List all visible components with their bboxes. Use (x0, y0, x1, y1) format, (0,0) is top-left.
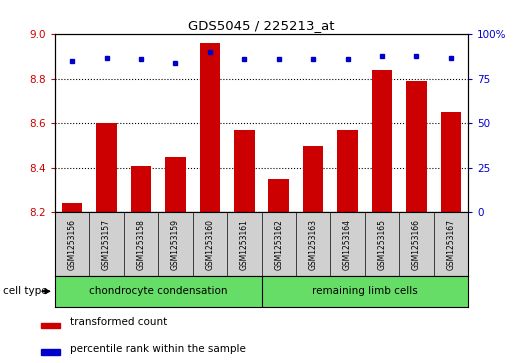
Bar (96, 123, 117, 212)
Text: remaining limb cells: remaining limb cells (312, 286, 418, 296)
Bar (41, 350, 60, 355)
Bar (406, 81, 427, 212)
Text: GSM1253159: GSM1253159 (171, 219, 180, 270)
Bar (165, 157, 186, 212)
Text: chondrocyte condensation: chondrocyte condensation (89, 286, 228, 296)
Bar (131, 166, 151, 212)
Text: GSM1253163: GSM1253163 (309, 219, 317, 270)
Text: percentile rank within the sample: percentile rank within the sample (70, 344, 246, 354)
Text: transformed count: transformed count (70, 318, 167, 327)
Text: GSM1253156: GSM1253156 (67, 219, 77, 270)
Text: GSM1253161: GSM1253161 (240, 219, 249, 270)
Bar (41, 323, 60, 328)
Bar (303, 146, 323, 212)
Title: GDS5045 / 225213_at: GDS5045 / 225213_at (188, 19, 335, 32)
Text: GSM1253164: GSM1253164 (343, 219, 352, 270)
Bar (55, 276, 262, 307)
Text: GSM1253162: GSM1253162 (274, 219, 283, 270)
Bar (262, 276, 468, 307)
Text: GSM1253157: GSM1253157 (102, 219, 111, 270)
Bar (62, 203, 83, 212)
Bar (372, 70, 392, 212)
Text: GSM1253167: GSM1253167 (446, 219, 456, 270)
Bar (337, 130, 358, 212)
Bar (440, 112, 461, 212)
Text: cell type: cell type (3, 286, 47, 296)
Text: GSM1253165: GSM1253165 (378, 219, 386, 270)
Bar (199, 43, 220, 212)
Text: GSM1253166: GSM1253166 (412, 219, 421, 270)
Bar (268, 179, 289, 212)
Text: GSM1253160: GSM1253160 (206, 219, 214, 270)
Bar (234, 130, 255, 212)
Text: GSM1253158: GSM1253158 (137, 219, 145, 270)
